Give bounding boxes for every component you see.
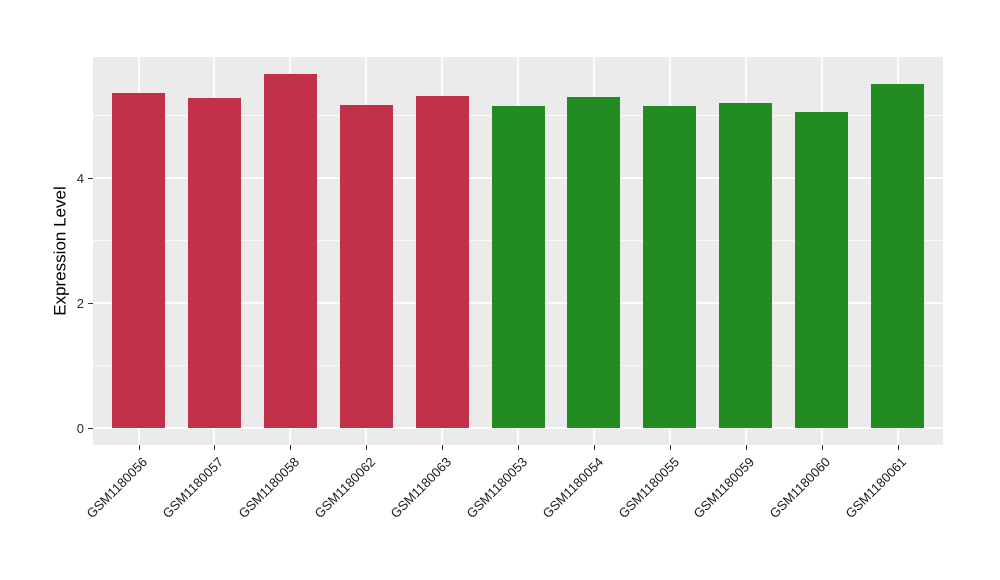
x-tick-mark [821, 445, 823, 450]
y-tick-mark [88, 177, 93, 179]
x-tick-mark [669, 445, 671, 450]
x-tick-label: GSM1180056 [83, 454, 151, 521]
x-tick-label: GSM1180057 [159, 454, 227, 521]
x-tick-label: GSM1180061 [842, 454, 910, 521]
x-tick-label: GSM1180062 [311, 454, 379, 521]
bar-GSM1180060 [795, 112, 849, 428]
bar-GSM1180055 [643, 106, 697, 428]
x-tick-label: GSM1180063 [387, 454, 455, 521]
y-tick-mark [88, 302, 93, 304]
x-tick-label: GSM1180054 [539, 454, 606, 521]
bar-GSM1180058 [263, 73, 317, 428]
x-tick-mark [897, 445, 899, 450]
x-tick-label: GSM1180055 [615, 454, 682, 521]
y-tick-mark [88, 428, 93, 429]
plot-panel [93, 57, 943, 445]
y-tick-label: 0 [76, 421, 84, 436]
x-tick-mark [442, 445, 444, 450]
x-tick-mark [745, 445, 747, 450]
y-tick-label: 2 [76, 295, 84, 311]
bar-GSM1180057 [187, 98, 241, 428]
x-tick-mark [366, 445, 368, 450]
bar-GSM1180059 [719, 103, 773, 428]
x-tick-mark [593, 445, 595, 450]
bar-GSM1180062 [339, 104, 393, 428]
bar-GSM1180054 [567, 97, 621, 428]
x-tick-label: GSM1180060 [766, 454, 834, 521]
bar-GSM1180053 [491, 105, 545, 428]
x-tick-mark [518, 445, 519, 450]
x-tick-label: GSM1180058 [235, 454, 303, 521]
y-axis-title-box: Expression Level [48, 57, 74, 445]
bar-GSM1180061 [871, 83, 924, 428]
bar-GSM1180056 [112, 93, 165, 428]
x-tick-mark [290, 445, 292, 450]
x-tick-label: GSM1180053 [463, 454, 530, 521]
bar-GSM1180063 [415, 95, 469, 428]
x-tick-label: GSM1180059 [690, 454, 758, 521]
x-tick-mark [214, 445, 216, 450]
y-tick-label: 4 [76, 170, 84, 186]
x-tick-mark [138, 445, 140, 450]
